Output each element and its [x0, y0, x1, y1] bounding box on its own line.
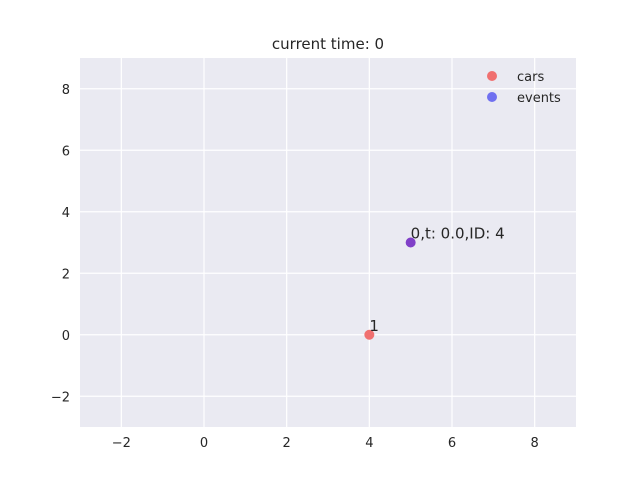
- cars-point-label: 1: [369, 317, 379, 335]
- y-tick-label: 0: [62, 329, 70, 344]
- plot-area: [80, 58, 576, 427]
- events-point: [405, 237, 416, 248]
- y-tick-label: 4: [62, 206, 70, 221]
- events-point-label: 0,t: 0.0,ID: 4: [411, 225, 505, 243]
- x-tick-label: 0: [200, 436, 208, 451]
- y-tick-label: −2: [51, 390, 70, 405]
- x-tick-label: 4: [365, 436, 373, 451]
- legend-marker-cars: [487, 71, 497, 81]
- legend-label-events: events: [517, 91, 561, 106]
- chart-title: current time: 0: [272, 35, 384, 53]
- x-tick-label: 6: [448, 436, 456, 451]
- y-axis-ticks: −2 0 2 4 6 8: [51, 83, 70, 406]
- y-tick-label: 2: [62, 267, 70, 282]
- x-tick-label: −2: [112, 436, 131, 451]
- legend-marker-events: [487, 92, 497, 102]
- data-points: 1 0,t: 0.0,ID: 4: [364, 225, 505, 340]
- grid-lines: [80, 58, 576, 427]
- x-tick-label: 8: [531, 436, 539, 451]
- x-tick-label: 2: [283, 436, 291, 451]
- y-tick-label: 8: [62, 83, 70, 98]
- cars-point: [364, 329, 375, 340]
- y-tick-label: 6: [62, 144, 70, 159]
- legend-label-cars: cars: [517, 70, 544, 85]
- legend: cars events: [487, 70, 561, 106]
- x-axis-ticks: −2 0 2 4 6 8: [112, 436, 539, 451]
